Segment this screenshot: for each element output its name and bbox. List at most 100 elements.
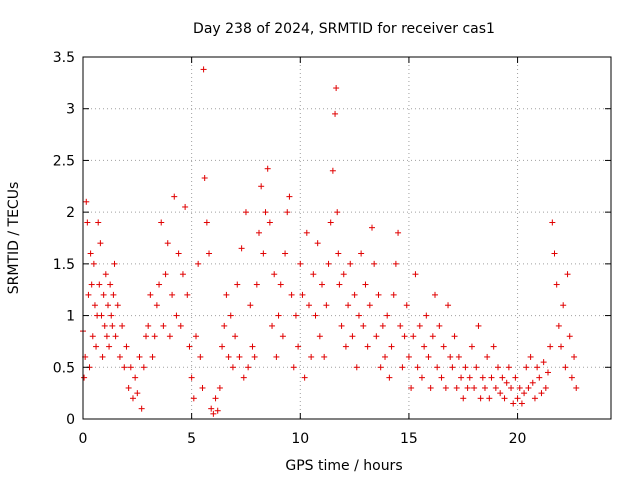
data-point xyxy=(373,333,380,340)
data-point xyxy=(310,271,317,278)
data-point xyxy=(508,384,515,391)
data-point xyxy=(427,384,434,391)
x-tick-labels: 0 5 10 15 20 xyxy=(79,431,527,447)
data-point xyxy=(87,250,94,257)
data-point xyxy=(171,193,178,200)
data-point xyxy=(200,66,207,73)
data-point xyxy=(262,209,269,216)
data-point xyxy=(182,203,189,210)
data-point xyxy=(151,333,158,340)
data-point xyxy=(91,302,98,309)
data-point xyxy=(551,250,558,257)
data-point xyxy=(279,333,286,340)
data-point xyxy=(549,219,556,226)
data-point xyxy=(447,353,454,360)
data-point xyxy=(125,384,132,391)
data-point xyxy=(319,281,326,288)
data-point xyxy=(83,198,90,205)
data-point xyxy=(81,374,88,381)
data-point xyxy=(334,209,341,216)
y-axis-label: SRMTID / TECUs xyxy=(6,182,22,295)
data-point xyxy=(219,343,226,350)
data-point xyxy=(90,260,97,267)
data-point xyxy=(514,395,521,402)
data-point xyxy=(492,384,499,391)
data-point xyxy=(423,312,430,319)
data-point xyxy=(153,302,160,309)
data-point xyxy=(525,384,532,391)
data-point xyxy=(227,312,234,319)
data-point xyxy=(232,333,239,340)
data-point xyxy=(490,343,497,350)
data-point xyxy=(323,302,330,309)
data-point xyxy=(460,395,467,402)
data-point xyxy=(89,333,96,340)
data-point xyxy=(405,353,412,360)
data-point xyxy=(466,374,473,381)
data-point xyxy=(536,374,543,381)
data-point xyxy=(438,374,445,381)
data-point xyxy=(162,271,169,278)
data-point xyxy=(527,353,534,360)
data-point xyxy=(277,281,284,288)
data-point xyxy=(436,322,443,329)
data-point xyxy=(145,322,152,329)
data-point xyxy=(292,312,299,319)
data-point xyxy=(388,343,395,350)
data-point xyxy=(335,250,342,257)
data-point xyxy=(412,271,419,278)
data-point xyxy=(479,374,486,381)
x-tick-label: 20 xyxy=(509,431,527,447)
data-point xyxy=(401,333,408,340)
data-point xyxy=(332,110,339,117)
data-point xyxy=(134,390,141,397)
y-tick-labels: 0 0.5 1 1.5 2 2.5 3 3.5 xyxy=(53,50,75,428)
data-point xyxy=(342,343,349,350)
data-point xyxy=(366,302,373,309)
data-point xyxy=(127,364,134,371)
data-point xyxy=(201,175,208,182)
data-point xyxy=(299,291,306,298)
y-tick-label: 2.5 xyxy=(53,153,75,169)
data-point xyxy=(325,260,332,267)
data-point xyxy=(362,281,369,288)
data-point xyxy=(147,291,154,298)
data-point xyxy=(109,322,116,329)
data-point xyxy=(440,343,447,350)
data-point xyxy=(210,410,217,417)
data-point xyxy=(481,384,488,391)
data-point xyxy=(186,343,193,350)
data-point xyxy=(390,291,397,298)
data-point xyxy=(571,353,578,360)
data-point xyxy=(421,343,428,350)
data-point xyxy=(544,369,551,376)
data-point xyxy=(136,353,143,360)
data-point xyxy=(418,374,425,381)
data-point xyxy=(102,271,109,278)
data-point xyxy=(99,353,106,360)
data-point xyxy=(568,374,575,381)
data-point xyxy=(177,322,184,329)
data-point xyxy=(138,405,145,412)
data-point xyxy=(247,302,254,309)
data-point xyxy=(114,302,121,309)
data-point xyxy=(88,281,95,288)
data-point xyxy=(245,364,252,371)
data-point xyxy=(429,333,436,340)
data-point xyxy=(392,260,399,267)
data-point xyxy=(106,343,113,350)
y-tick-label: 3 xyxy=(66,102,75,118)
plot-frame xyxy=(82,56,612,420)
data-point xyxy=(464,384,471,391)
data-point xyxy=(305,302,312,309)
data-point xyxy=(295,343,302,350)
data-point xyxy=(338,322,345,329)
data-point xyxy=(355,312,362,319)
y-tick-label: 0.5 xyxy=(53,360,75,376)
data-point xyxy=(223,291,230,298)
data-point xyxy=(249,343,256,350)
data-point xyxy=(273,353,280,360)
data-point xyxy=(203,219,210,226)
data-point xyxy=(505,364,512,371)
data-point xyxy=(119,322,126,329)
